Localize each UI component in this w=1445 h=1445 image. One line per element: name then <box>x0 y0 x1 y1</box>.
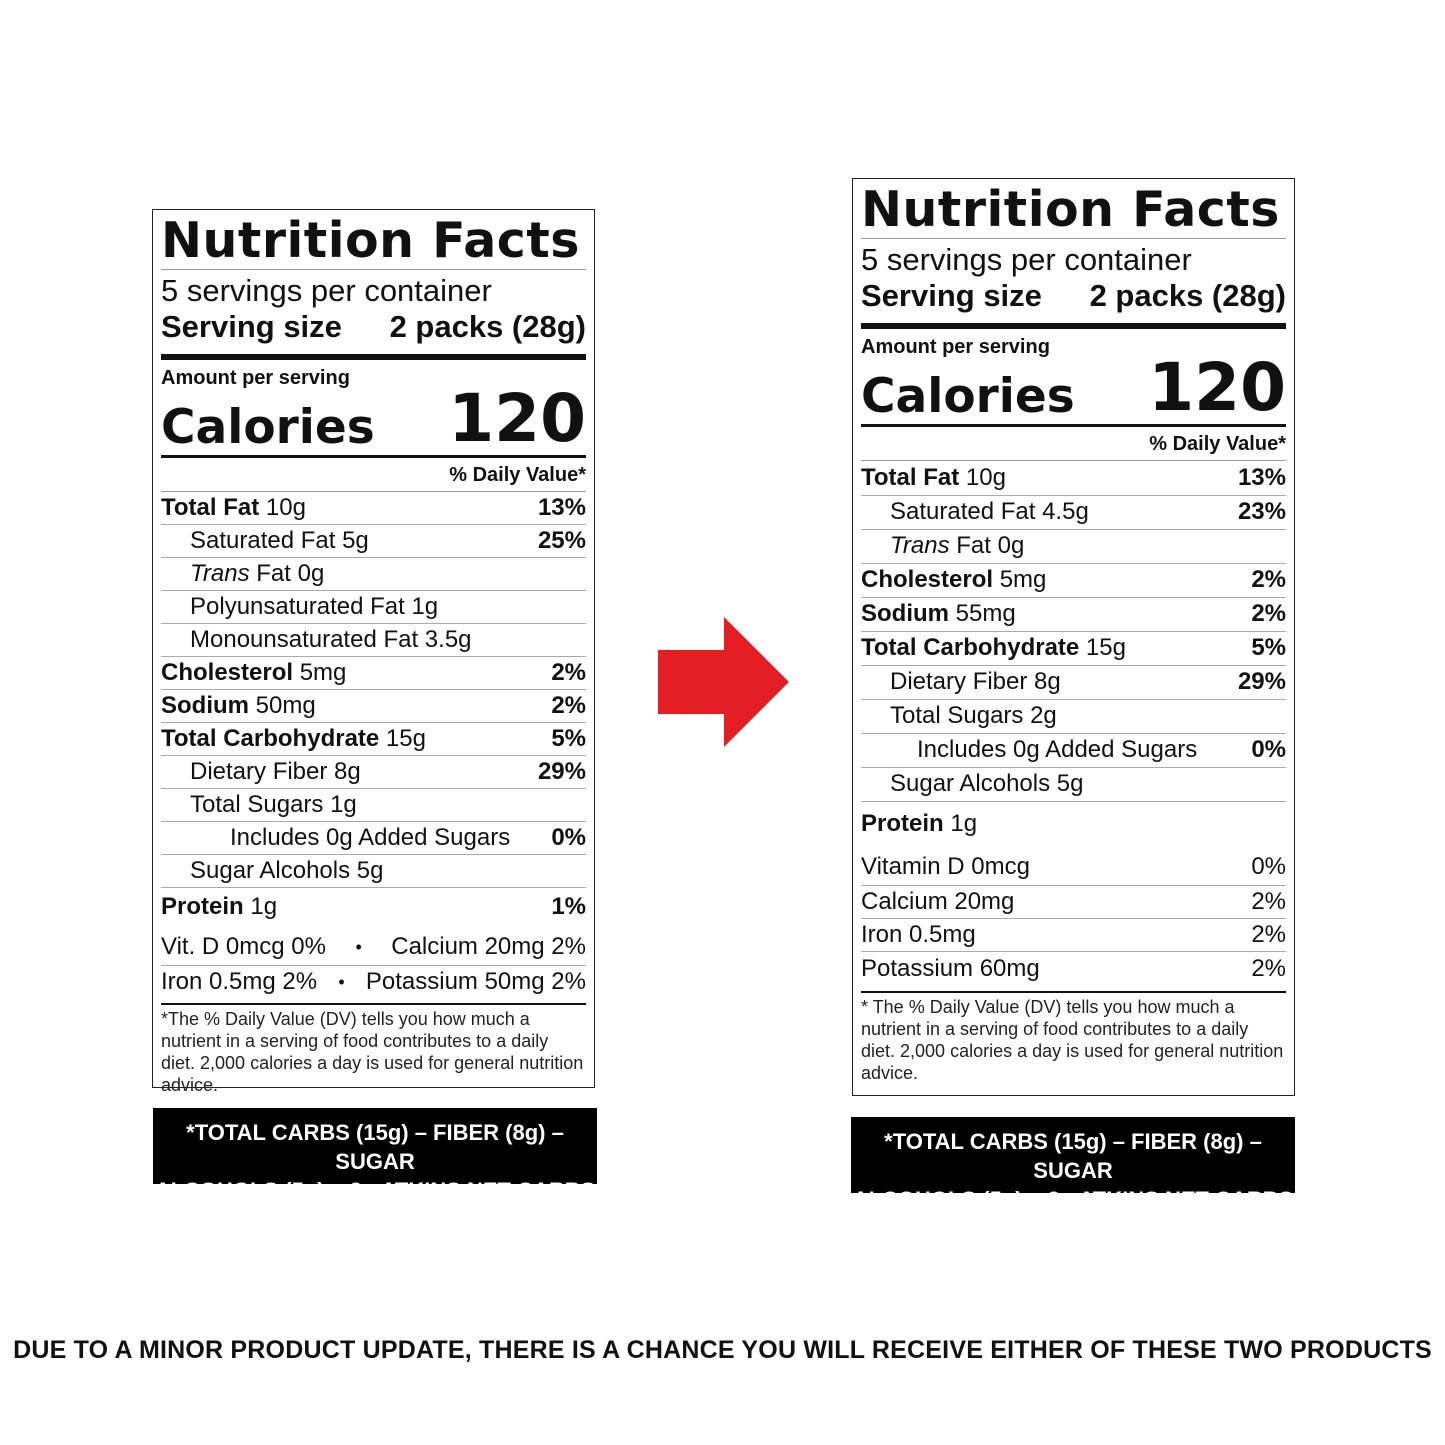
daily-value-footnote: *The % Daily Value (DV) tells you how mu… <box>161 1002 586 1097</box>
nutrient-row: Dietary Fiber 8g 29% <box>861 666 1286 700</box>
nutrient-row: Total Sugars 1g <box>161 789 586 822</box>
net-carbs-line: ALCOHOLS (5g) = 2g ATKINS NET CARBS <box>154 1178 596 1203</box>
nutrient-row: Total Fat 10g 13% <box>161 492 586 525</box>
nutrient-row: Trans Fat 0g <box>861 530 1286 564</box>
nutrient-row: Total Carbohydrate 15g 5% <box>161 723 586 756</box>
net-carbs-line: *TOTAL CARBS (15g) – FIBER (8g) – SUGAR <box>884 1129 1262 1183</box>
amount-per-serving: Amount per serving <box>861 336 1050 359</box>
net-carbs-banner-new: *TOTAL CARBS (15g) – FIBER (8g) – SUGAR … <box>851 1117 1295 1212</box>
nutrient-row: Includes 0g Added Sugars 0% <box>861 734 1286 768</box>
vitamin-row: Vit. D 0mcg 0% • Calcium 20mg 2% <box>161 930 586 966</box>
nutrient-row: Trans Fat 0g <box>161 558 586 591</box>
product-update-disclaimer: DUE TO A MINOR PRODUCT UPDATE, THERE IS … <box>13 1336 1432 1364</box>
nutrient-row: Protein 1g <box>861 809 978 837</box>
right-arrow-icon <box>658 617 789 747</box>
nutrient-row: Cholesterol 5mg 2% <box>161 657 586 690</box>
calories-label: Calories <box>861 368 1075 424</box>
nutrient-row: Sugar Alcohols 5g <box>861 768 1286 802</box>
calories-row: Calories 120 <box>861 349 1286 427</box>
nutrient-row: Monounsaturated Fat 3.5g <box>161 624 586 657</box>
daily-value-header: % Daily Value* <box>861 427 1286 461</box>
calories-row: Calories 120 <box>161 380 586 458</box>
vitamin-row: Potassium 60mg 2% <box>861 955 1286 983</box>
nutrition-facts-title: Nutrition Facts <box>161 216 586 270</box>
serving-size-label: Serving size <box>161 308 342 344</box>
vitamin-row: Iron 0.5mg 2% • Potassium 50mg 2% <box>161 968 586 996</box>
nutrient-row: Total Sugars 2g <box>861 700 1286 734</box>
servings-per-container: 5 servings per container <box>161 273 492 308</box>
daily-value-footnote: * The % Daily Value (DV) tells you how m… <box>861 990 1286 1085</box>
nutrient-row: Sugar Alcohols 5g <box>161 855 586 888</box>
amount-per-serving: Amount per serving <box>161 367 350 390</box>
daily-value-header: % Daily Value* <box>161 458 586 492</box>
net-carbs-banner-old: *TOTAL CARBS (15g) – FIBER (8g) – SUGAR … <box>153 1108 597 1203</box>
net-carbs-line: ALCOHOLS (5g) = 2g ATKINS NET CARBS <box>852 1187 1294 1212</box>
net-carbs-line: *TOTAL CARBS (15g) – FIBER (8g) – SUGAR <box>186 1120 564 1174</box>
nutrition-label-new: Nutrition Facts 5 servings per container… <box>852 178 1295 1096</box>
nutrient-row: Includes 0g Added Sugars 0% <box>161 822 586 855</box>
nutrient-row: Sodium 50mg 2% <box>161 690 586 723</box>
nutrition-label-old: Nutrition Facts 5 servings per container… <box>152 209 595 1095</box>
serving-size-value: 2 packs (28g) <box>1089 277 1286 313</box>
vitamin-row: Vitamin D 0mcg 0% <box>861 850 1286 886</box>
nutrient-row: Protein 1g 1% <box>161 892 586 920</box>
calories-value: 120 <box>448 380 586 458</box>
nutrient-row: Saturated Fat 5g 25% <box>161 525 586 558</box>
serving-size-label: Serving size <box>861 277 1042 313</box>
vitamin-row: Iron 0.5mg 2% <box>861 919 1286 952</box>
serving-size-row: Serving size 2 packs (28g) <box>861 278 1286 330</box>
nutrient-row: Saturated Fat 4.5g 23% <box>861 496 1286 530</box>
nutrient-row: Sodium 55mg 2% <box>861 598 1286 632</box>
vitamin-row: Calcium 20mg 2% <box>861 886 1286 919</box>
nutrient-row: Cholesterol 5mg 2% <box>861 564 1286 598</box>
nutrient-row: Dietary Fiber 8g 29% <box>161 756 586 789</box>
nutrient-row: Total Carbohydrate 15g 5% <box>861 632 1286 666</box>
serving-size-row: Serving size 2 packs (28g) <box>161 309 586 361</box>
nutrient-row: Polyunsaturated Fat 1g <box>161 591 586 624</box>
serving-size-value: 2 packs (28g) <box>389 308 586 344</box>
nutrient-row: Total Fat 10g 13% <box>861 461 1286 496</box>
servings-per-container: 5 servings per container <box>861 242 1192 277</box>
calories-label: Calories <box>161 399 375 455</box>
calories-value: 120 <box>1148 349 1286 427</box>
nutrition-facts-title: Nutrition Facts <box>861 185 1286 239</box>
